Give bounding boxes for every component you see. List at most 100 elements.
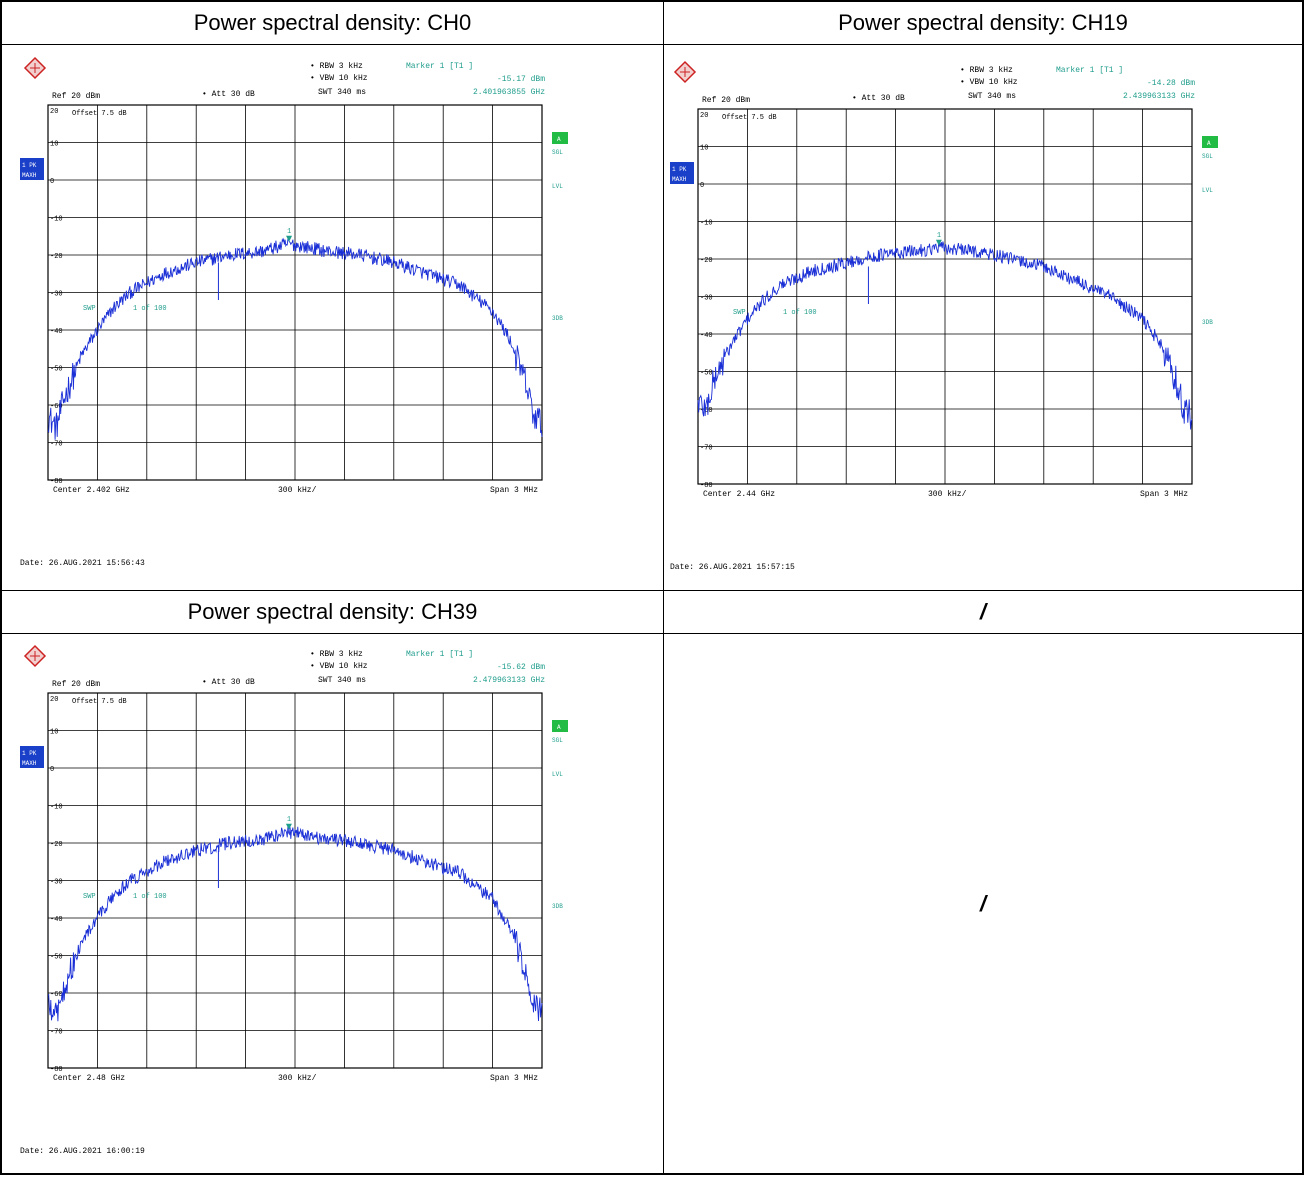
marker-level: -15.17 dBm [497,75,545,84]
swt-label: SWT 340 ms [318,676,366,685]
y-tick-label: -70 [50,1029,63,1037]
y-tick-label: -20 [50,253,63,261]
y-tick-label: 20 [50,696,58,704]
y-tick-label: -30 [50,291,63,299]
psd-plot-ch39: • RBW 3 kHz • VBW 10 kHz SWT 340 ms Ref 20 … [10,638,610,1183]
marker-title: Marker 1 [T1 ] [406,650,473,659]
trigger-badge [552,132,568,144]
psd-trace [47,826,543,1022]
y-tick-label: -70 [50,441,63,449]
analyzer-screen: • RBW 3 kHz • VBW 10 kHz SWT 340 ms Ref 20 … [20,644,568,1156]
y-tick-label: -10 [50,216,63,224]
y-tick-label: -60 [50,403,63,411]
analyzer-screen: • RBW 3 kHz • VBW 10 kHz SWT 340 ms Ref 20 … [20,56,568,568]
offset-label: Offset 7.5 dB [72,110,127,118]
rohde-schwarz-logo-icon [673,60,697,84]
y-tick-label: -20 [700,257,713,265]
capture-date: Date: 26.AUG.2021 15:57:15 [670,563,795,572]
trace-badge-1pk: 1 PK [672,166,687,173]
marker-title: Marker 1 [T1 ] [406,62,473,71]
attenuation-label: • Att 30 dB [202,90,255,99]
trigger-badge [1202,136,1218,148]
rohde-schwarz-logo-icon [23,644,47,668]
trace-badge [20,746,44,768]
sweep-count: 1 of 100 [133,893,167,901]
y-tick-label: -30 [700,295,713,303]
span-per-division: 300 kHz/ [278,486,317,495]
psd-plot-ch0: • RBW 3 kHz • VBW 10 kHz SWT 340 ms Ref 20 … [10,50,610,595]
sweep-label: SWP [733,309,746,317]
span-per-division: 300 kHz/ [928,490,967,499]
offset-label: Offset 7.5 dB [72,698,127,706]
header-ch0: Power spectral density: CH0 [193,10,472,35]
offset-label: Offset 7.5 dB [722,114,777,122]
trace-badge-1pk: 1 PK [22,750,37,757]
analyzer-screen: • RBW 3 kHz • VBW 10 kHz SWT 340 ms Ref 20 … [670,60,1218,572]
3db-label: 3DB [552,903,563,910]
trigger-badge [552,720,568,732]
trace-badge-maxh: MAXH [22,172,37,179]
marker-level: -15.62 dBm [497,663,545,672]
y-tick-label: 10 [50,141,58,149]
span-label: Span 3 MHz [490,486,538,495]
y-tick-label: -10 [700,220,713,228]
y-tick-label: -40 [50,328,63,336]
y-tick-label: 10 [50,729,58,737]
marker-level: -14.28 dBm [1147,79,1195,88]
y-tick-label: -30 [50,879,63,887]
3db-label: 3DB [552,315,563,322]
header-ch39: Power spectral density: CH39 [187,599,478,624]
attenuation-label: • Att 30 dB [852,94,905,103]
lvl-label: LVL [1202,187,1213,194]
rbw-label: • RBW 3 kHz [310,62,363,71]
y-tick-label: -50 [50,954,63,962]
marker-title: Marker 1 [T1 ] [1056,66,1123,75]
marker-triangle-icon [935,239,942,246]
y-tick-label: 0 [50,178,54,186]
sgl-label: SGL [552,149,563,156]
y-tick-label: -80 [50,478,63,486]
y-tick-label: 0 [700,182,704,190]
lvl-label: LVL [552,771,563,778]
y-tick-label: -50 [50,366,63,374]
vbw-label: • VBW 10 kHz [310,662,368,671]
y-tick-label: 0 [50,766,54,774]
y-tick-label: -20 [50,841,63,849]
y-tick-label: -10 [50,804,63,812]
ref-level-label: Ref 20 dBm [702,96,750,105]
psd-trace [697,241,1193,430]
marker-frequency: 2.479963133 GHz [473,676,545,685]
header-empty: / [979,599,987,624]
y-tick-label: -70 [700,445,713,453]
sgl-label: SGL [552,737,563,744]
marker-number: 1 [937,232,941,240]
y-tick-label: -40 [50,916,63,924]
vbw-label: • VBW 10 kHz [960,78,1018,87]
y-tick-label: -80 [700,482,713,490]
marker-number: 1 [287,228,291,236]
ref-level-label: Ref 20 dBm [52,92,100,101]
vbw-label: • VBW 10 kHz [310,74,368,83]
trace-badge-maxh: MAXH [22,760,37,767]
sgl-label: SGL [1202,153,1213,160]
trigger-badge-a: A [557,724,561,731]
span-label: Span 3 MHz [490,1074,538,1083]
psd-plot-ch19: • RBW 3 kHz • VBW 10 kHz SWT 340 ms Ref 20 … [660,54,1260,599]
trigger-badge-a: A [557,136,561,143]
marker-frequency: 2.401963855 GHz [473,88,545,97]
lvl-label: LVL [552,183,563,190]
psd-trace [47,237,543,440]
trace-badge [670,162,694,184]
ref-level-label: Ref 20 dBm [52,680,100,689]
marker-triangle-icon [285,823,292,830]
capture-date: Date: 26.AUG.2021 16:00:19 [20,1147,145,1156]
sweep-label: SWP [83,893,96,901]
attenuation-label: • Att 30 dB [202,678,255,687]
y-tick-label: -60 [50,991,63,999]
marker-frequency: 2.439963133 GHz [1123,92,1195,101]
center-frequency: Center 2.402 GHz [53,486,130,495]
span-per-division: 300 kHz/ [278,1074,317,1083]
empty-cell-placeholder: / [979,890,987,916]
y-tick-label: 20 [50,108,58,116]
